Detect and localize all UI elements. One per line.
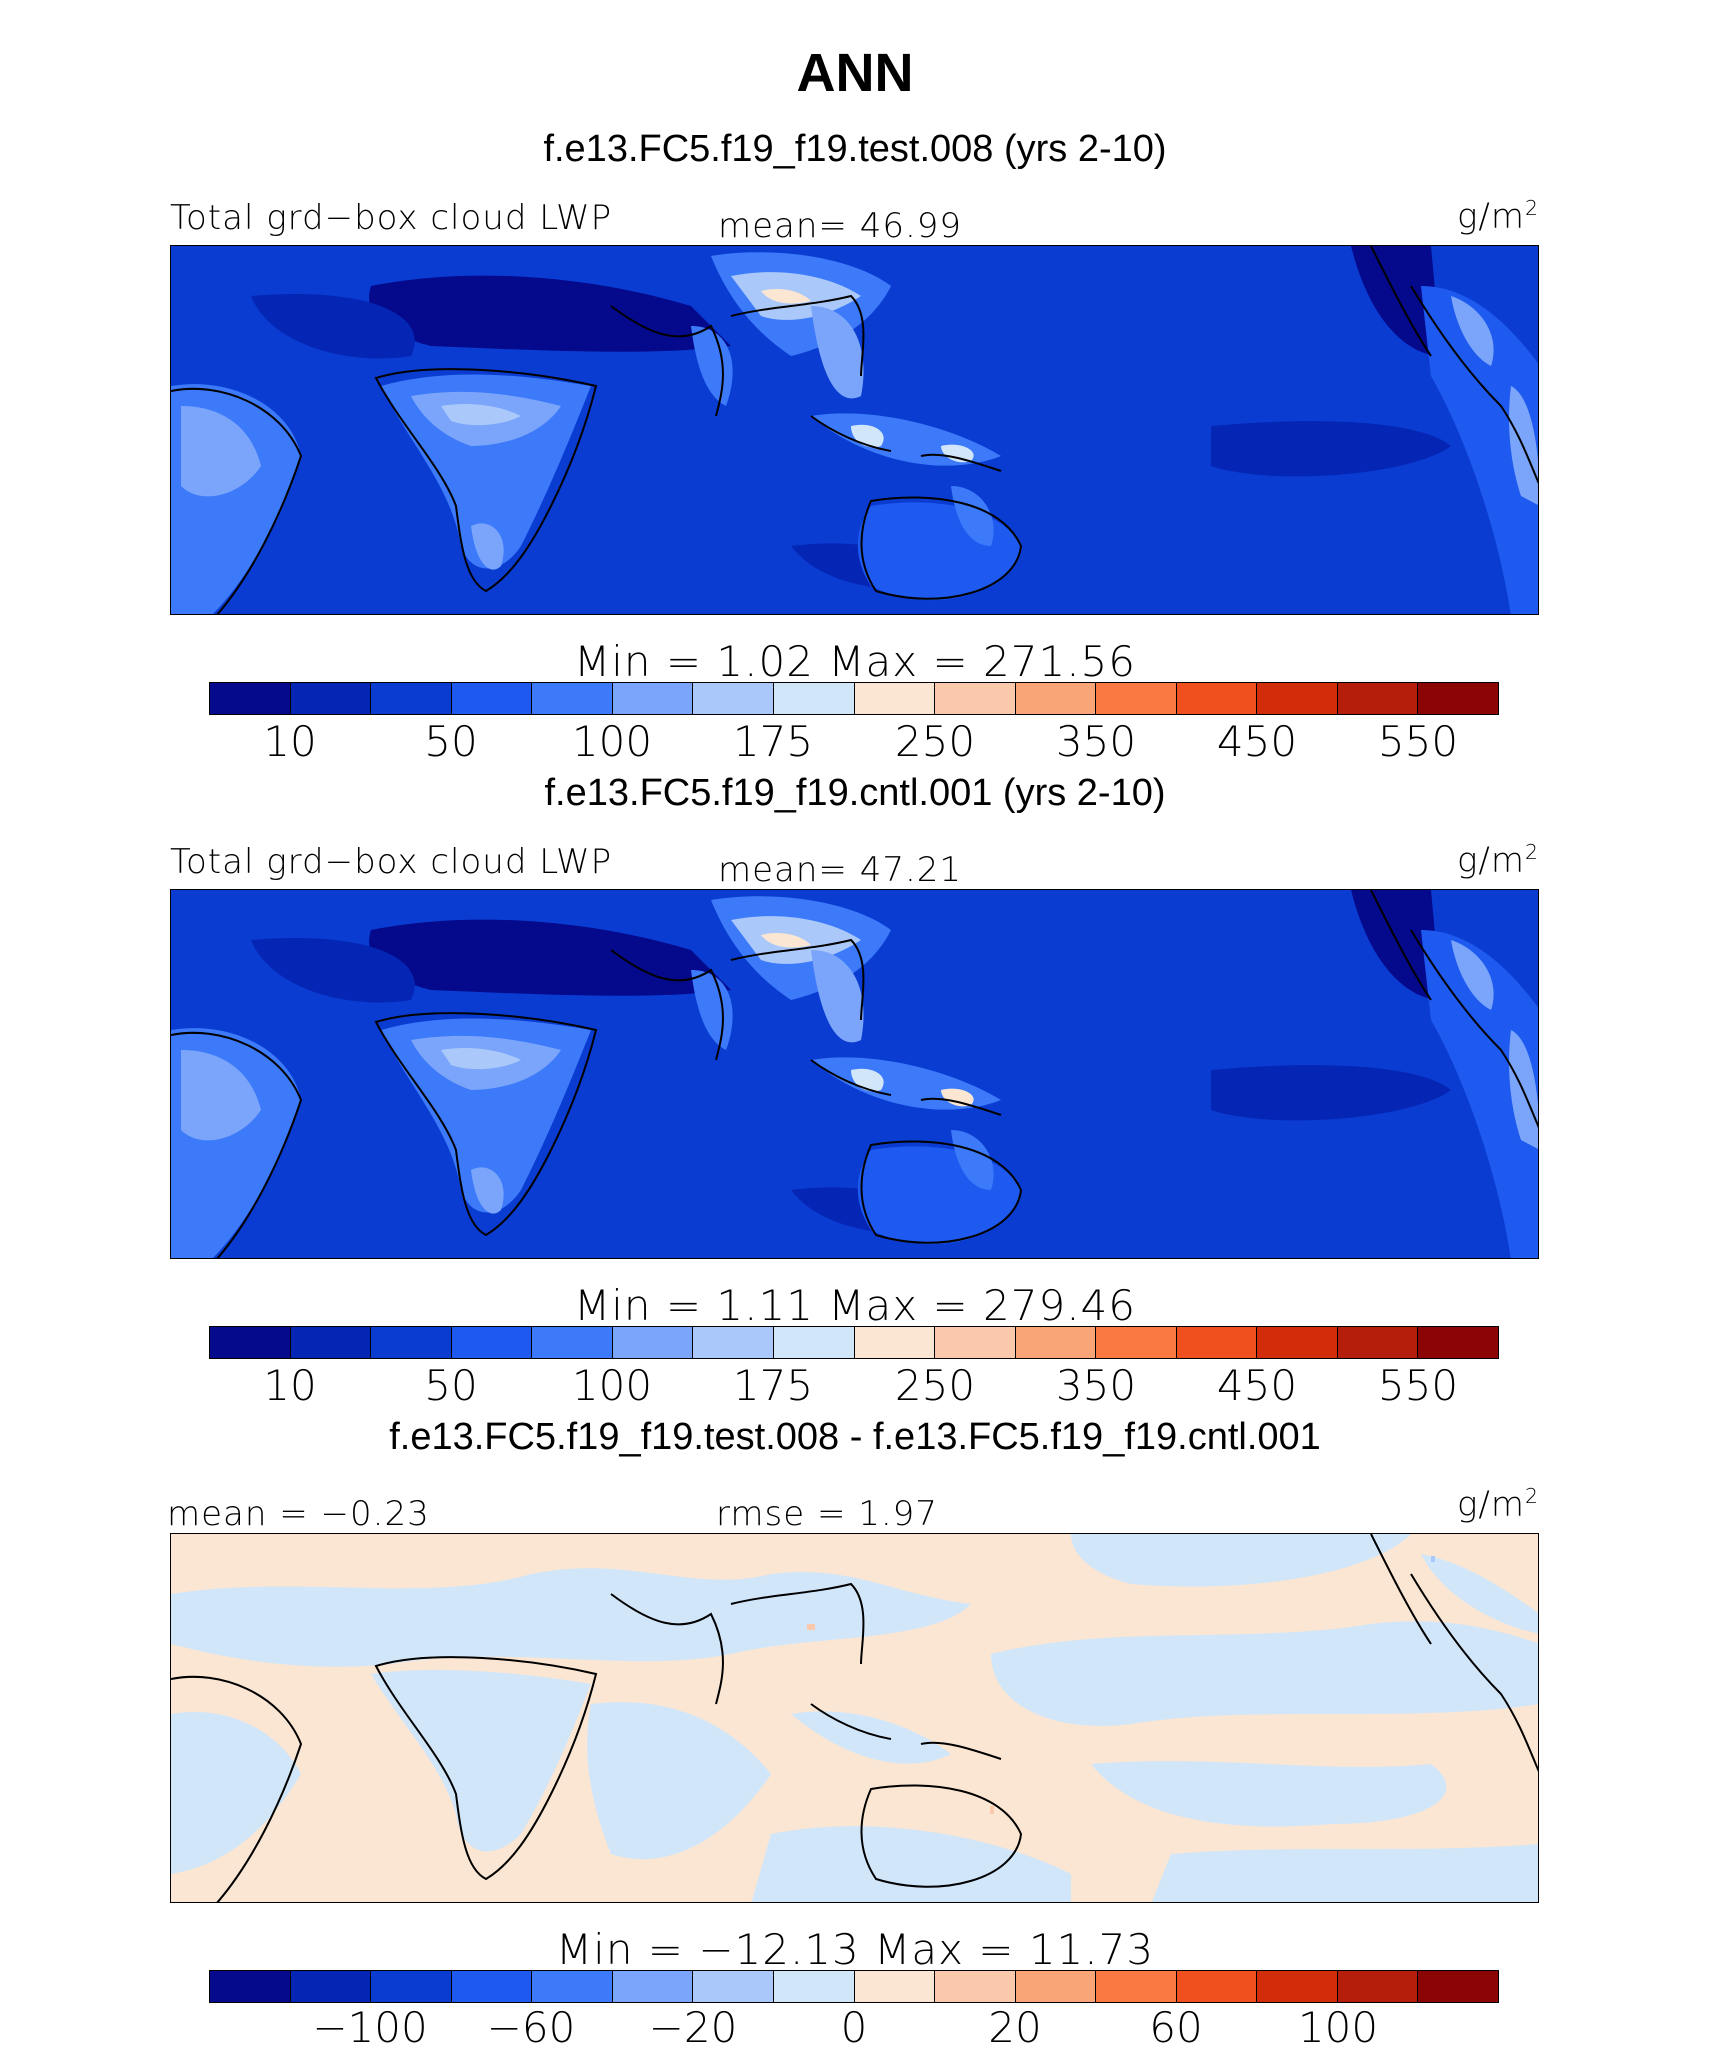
colorbar-swatch	[1418, 683, 1498, 714]
colorbar-swatch	[371, 1971, 452, 2002]
panel-2-tick-label: 50	[424, 1361, 478, 1410]
colorbar-swatch	[532, 1327, 613, 1358]
colorbar-swatch	[1015, 683, 1097, 714]
panel-3-tick-label: −60	[486, 2003, 576, 2052]
panel-2-colorbar	[209, 1326, 1499, 1359]
colorbar-swatch	[451, 1971, 533, 2002]
colorbar-swatch	[612, 1327, 694, 1358]
panel-2-tick-label: 250	[894, 1361, 976, 1410]
panel-3-tick-label: 100	[1297, 2003, 1379, 2052]
panel-1-map	[170, 245, 1539, 615]
panel-1-tick-label: 100	[571, 717, 653, 766]
panel-3-rmse-label: rmse = 1.97	[716, 1494, 938, 1534]
panel-3-tick-label: −100	[312, 2003, 428, 2052]
panel-2-tick-label: 550	[1377, 1361, 1459, 1410]
colorbar-swatch	[532, 1971, 613, 2002]
colorbar-swatch	[1176, 1327, 1258, 1358]
panel-1-title: f.e13.FC5.f19_f19.test.008 (yrs 2-10)	[543, 128, 1167, 170]
colorbar-swatch	[935, 1971, 1016, 2002]
panel-1-mean-label: mean= 46.99	[718, 206, 963, 246]
colorbar-swatch	[1257, 1327, 1338, 1358]
panel-1-tick-label: 350	[1055, 717, 1137, 766]
panel-1-tick-label: 450	[1216, 717, 1298, 766]
colorbar-swatch	[773, 1971, 855, 2002]
colorbar-swatch	[371, 1327, 452, 1358]
colorbar-swatch	[1418, 1327, 1498, 1358]
panel-2-map	[170, 889, 1539, 1259]
colorbar-swatch	[1096, 1971, 1177, 2002]
colorbar-swatch	[773, 1327, 855, 1358]
colorbar-swatch	[1257, 683, 1338, 714]
panel-1-tick-label: 50	[424, 717, 478, 766]
panel-1-tick-label: 250	[894, 717, 976, 766]
colorbar-swatch	[612, 1971, 694, 2002]
colorbar-swatch	[451, 683, 533, 714]
panel-3-title: f.e13.FC5.f19_f19.test.008 - f.e13.FC5.f…	[389, 1416, 1321, 1458]
colorbar-swatch	[693, 1971, 774, 2002]
panel-3-minmax: Min = −12.13 Max = 11.73	[555, 1925, 1155, 1974]
panel-1-map-field	[171, 246, 1538, 614]
colorbar-swatch	[1015, 1327, 1097, 1358]
panel-1-variable-label: Total grd−box cloud LWP	[170, 198, 613, 238]
panel-1-minmax: Min = 1.02 Max = 271.56	[574, 637, 1136, 686]
colorbar-swatch	[1176, 683, 1258, 714]
colorbar-swatch	[1257, 1971, 1338, 2002]
colorbar-swatch	[210, 1971, 291, 2002]
colorbar-swatch	[451, 1327, 533, 1358]
colorbar-swatch	[1337, 1971, 1419, 2002]
panel-3-map	[170, 1533, 1539, 1903]
panel-2-tick-label: 350	[1055, 1361, 1137, 1410]
panel-3-colorbar	[209, 1970, 1499, 2003]
colorbar-swatch	[935, 683, 1016, 714]
panel-1-tick-label: 175	[732, 717, 814, 766]
panel-2-tick-label: 100	[571, 1361, 653, 1410]
panel-1-tick-label: 550	[1377, 717, 1459, 766]
colorbar-swatch	[532, 683, 613, 714]
colorbar-swatch	[1337, 683, 1419, 714]
panel-1-colorbar	[209, 682, 1499, 715]
colorbar-swatch	[854, 1971, 936, 2002]
colorbar-swatch	[773, 683, 855, 714]
panel-3-tick-label: 20	[988, 2003, 1042, 2052]
colorbar-swatch	[854, 1327, 936, 1358]
panel-2-tick-label: 10	[263, 1361, 317, 1410]
colorbar-swatch	[1096, 683, 1177, 714]
panel-3-units: g/m2	[1457, 1484, 1539, 1525]
panel-3-tick-label: 60	[1149, 2003, 1203, 2052]
colorbar-swatch	[210, 1327, 291, 1358]
colorbar-swatch	[612, 683, 694, 714]
panel-3-mean-label: mean = −0.23	[167, 1494, 430, 1534]
panel-2-title: f.e13.FC5.f19_f19.cntl.001 (yrs 2-10)	[544, 772, 1166, 814]
panel-2-units: g/m2	[1457, 840, 1539, 881]
colorbar-swatch	[1176, 1971, 1258, 2002]
colorbar-swatch	[210, 683, 291, 714]
colorbar-swatch	[693, 683, 774, 714]
colorbar-swatch	[935, 1327, 1016, 1358]
panel-3-map-field	[171, 1534, 1538, 1902]
page-title: ANN	[796, 43, 914, 103]
colorbar-swatch	[290, 1971, 372, 2002]
colorbar-swatch	[1337, 1327, 1419, 1358]
panel-2-tick-label: 175	[732, 1361, 814, 1410]
colorbar-swatch	[1418, 1971, 1498, 2002]
panel-2-tick-label: 450	[1216, 1361, 1298, 1410]
panel-1-units: g/m2	[1457, 196, 1539, 237]
panel-2-mean-label: mean= 47.21	[718, 850, 963, 890]
colorbar-swatch	[1015, 1971, 1097, 2002]
colorbar-swatch	[854, 683, 936, 714]
colorbar-swatch	[290, 683, 372, 714]
panel-3-tick-label: −20	[648, 2003, 738, 2052]
panel-2-variable-label: Total grd−box cloud LWP	[170, 842, 613, 882]
colorbar-swatch	[1096, 1327, 1177, 1358]
colorbar-swatch	[693, 1327, 774, 1358]
colorbar-swatch	[290, 1327, 372, 1358]
panel-1-tick-label: 10	[263, 717, 317, 766]
colorbar-swatch	[371, 683, 452, 714]
panel-2-map-field	[171, 890, 1538, 1258]
panel-2-minmax: Min = 1.11 Max = 279.46	[574, 1281, 1136, 1330]
panel-3-tick-label: 0	[840, 2003, 868, 2052]
